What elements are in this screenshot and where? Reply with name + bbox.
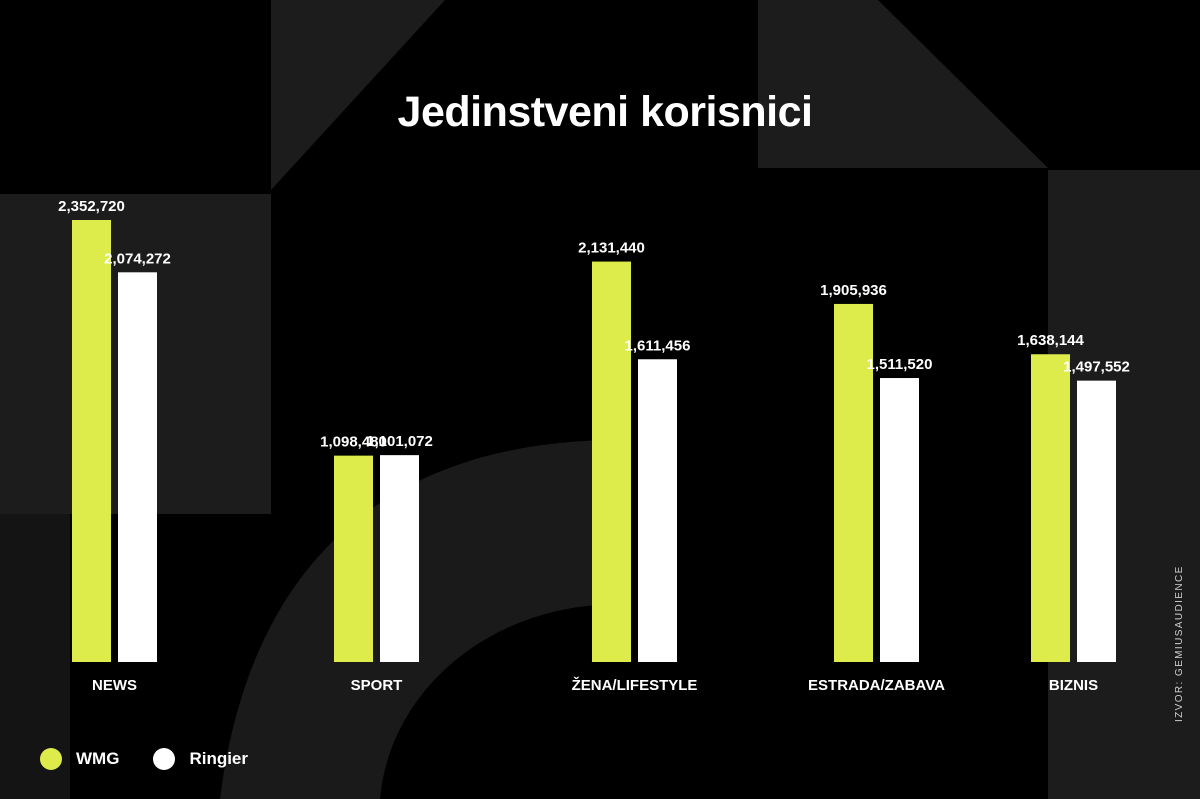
data-label-ringier-news: 2,074,272 <box>104 250 171 267</box>
legend-swatch-wmg <box>40 748 62 770</box>
bg-triangle-top <box>271 0 445 190</box>
category-label-zena-lifestyle: ŽENA/LIFESTYLE <box>572 676 698 694</box>
data-label-ringier-zena-lifestyle: 1,611,456 <box>625 337 691 354</box>
legend: WMG Ringier <box>40 746 282 772</box>
legend-item-wmg: WMG <box>40 748 119 770</box>
data-label-wmg-biznis: 1,638,144 <box>1017 332 1084 349</box>
bg-panel-right <box>1048 170 1200 799</box>
bar-wmg-zena-lifestyle <box>592 261 631 662</box>
category-label-biznis: BIZNIS <box>1049 677 1098 694</box>
category-label-news: NEWS <box>92 677 137 694</box>
bar-wmg-biznis <box>1031 354 1070 662</box>
bg-shape-top-right <box>758 0 1048 168</box>
legend-item-ringier: Ringier <box>153 748 248 770</box>
legend-label-wmg: WMG <box>76 749 120 768</box>
bg-arc <box>220 440 620 799</box>
data-label-wmg-news: 2,352,720 <box>58 198 125 215</box>
category-label-estrada-zabava: ESTRADA/ZABAVA <box>808 677 945 694</box>
data-label-ringier-biznis: 1,497,552 <box>1063 359 1130 376</box>
data-label-wmg-sport: 1,098,480 <box>320 434 387 451</box>
legend-swatch-ringier <box>153 748 176 770</box>
bar-ringier-news <box>118 272 157 662</box>
bar-ringier-biznis <box>1077 380 1116 662</box>
chart-title: Jedinstveni korisnici <box>397 88 813 136</box>
bar-wmg-sport <box>334 455 373 662</box>
data-label-ringier-estrada-zabava: 1,511,520 <box>867 356 933 373</box>
bar-wmg-estrada-zabava <box>834 303 873 662</box>
category-label-sport: SPORT <box>351 677 403 694</box>
bar-ringier-zena-lifestyle <box>638 359 677 662</box>
data-label-wmg-estrada-zabava: 1,905,936 <box>820 282 887 299</box>
bar-wmg-news <box>72 220 111 662</box>
data-label-ringier-sport: 1,101,072 <box>366 433 433 450</box>
source-note: IZVOR: GEMIUSAUDIENCE <box>1174 565 1185 722</box>
legend-label-ringier: Ringier <box>189 749 248 768</box>
data-label-wmg-zena-lifestyle: 2,131,440 <box>578 240 645 257</box>
bar-ringier-estrada-zabava <box>880 378 919 662</box>
bar-ringier-sport <box>380 455 419 662</box>
